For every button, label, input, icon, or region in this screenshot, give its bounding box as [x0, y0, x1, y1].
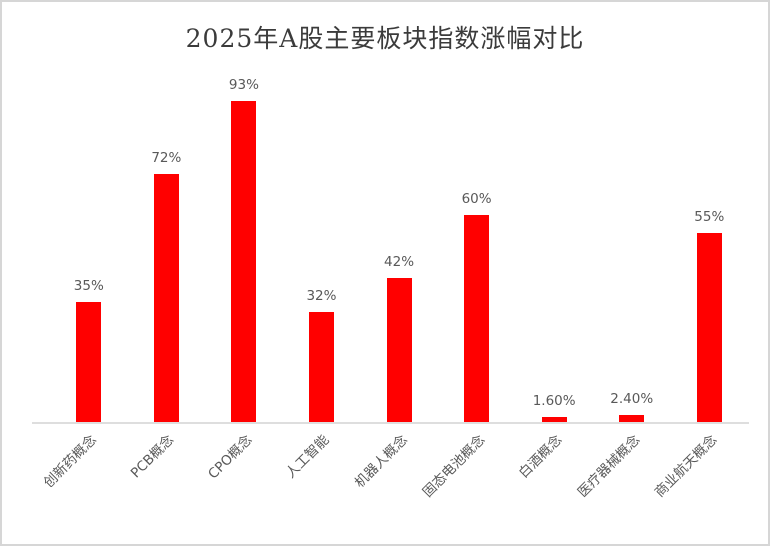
- category-label: CPO概念: [204, 432, 256, 483]
- value-label: 35%: [73, 277, 104, 294]
- category-label: 创新药概念: [41, 432, 101, 492]
- category-label: 白酒概念: [515, 432, 566, 482]
- plot-area: 35% 72% 93% 32% 42% 60% 1.60% 2.40% 55%: [50, 77, 748, 423]
- category-label: 固态电池概念: [419, 432, 488, 501]
- bar-slot: 35%: [50, 77, 128, 423]
- bar-slot: 72%: [128, 77, 206, 423]
- bar: [231, 101, 257, 423]
- value-label: 2.40%: [610, 390, 654, 407]
- category-label: 商业航天概念: [651, 432, 721, 501]
- x-axis-labels: 创新药概念 PCB概念 CPO概念 人工智能 机器人概念 固态电池概念 白酒概念 医疗器械概念…: [41, 426, 748, 538]
- bar: [619, 414, 645, 423]
- value-label: 60%: [461, 191, 492, 208]
- bar: [696, 232, 722, 423]
- bar-slot: 60%: [438, 77, 516, 423]
- bar-slot: 93%: [205, 77, 283, 423]
- bar: [76, 301, 102, 423]
- bar: [153, 173, 179, 423]
- chart-title: 2025年A股主要板块指数涨幅对比: [185, 24, 585, 53]
- value-label: 1.60%: [532, 393, 576, 410]
- x-axis-line: [32, 422, 749, 424]
- value-label: 55%: [694, 208, 725, 225]
- value-label: 32%: [306, 288, 337, 305]
- value-label: 42%: [384, 253, 415, 270]
- value-label: 93%: [228, 77, 259, 94]
- bar: [308, 312, 334, 423]
- category-label: 医疗器械概念: [574, 432, 643, 501]
- bar-slot: 55%: [671, 77, 749, 423]
- bar-slot: 1.60%: [515, 77, 593, 423]
- bar-slot: 42%: [360, 77, 438, 423]
- bar: [464, 215, 490, 423]
- category-label: 机器人概念: [351, 432, 411, 492]
- category-label: PCB概念: [128, 432, 178, 482]
- bar: [386, 277, 412, 423]
- bar-slot: 2.40%: [593, 77, 671, 423]
- bar-slot: 32%: [283, 77, 361, 423]
- value-label: 72%: [151, 149, 182, 166]
- bar: [541, 417, 567, 423]
- category-label: 人工智能: [283, 432, 333, 482]
